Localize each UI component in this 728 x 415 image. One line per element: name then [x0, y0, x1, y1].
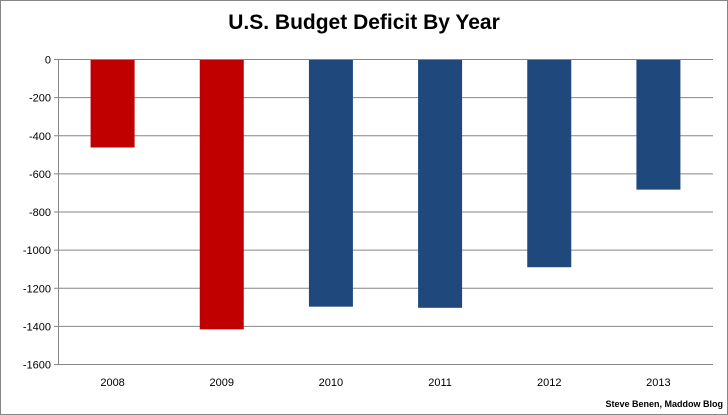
y-tick-label: 0	[45, 55, 51, 67]
credit-text: Steve Benen, Maddow Blog	[605, 399, 723, 409]
bar-2009	[199, 60, 244, 330]
y-tick-label: -600	[29, 169, 51, 181]
y-tick-label: -400	[29, 131, 51, 143]
y-tick-label: -200	[29, 93, 51, 105]
y-tick-label: -800	[29, 207, 51, 219]
x-tick-label: 2013	[646, 377, 670, 389]
x-tick-label: 2010	[319, 377, 343, 389]
y-tick-label: -1000	[23, 245, 51, 257]
x-tick-label: 2011	[428, 377, 452, 389]
bar-2010	[308, 60, 353, 307]
bar-2012	[527, 60, 572, 268]
bar-2013	[636, 60, 681, 190]
chart-title: U.S. Budget Deficit By Year	[228, 11, 500, 34]
y-tick-label: -1600	[23, 360, 51, 372]
bar-2011	[418, 60, 463, 308]
bar-2008	[90, 60, 135, 148]
x-tick-label: 2008	[100, 377, 124, 389]
x-tick-label: 2012	[537, 377, 561, 389]
y-tick-label: -1200	[23, 283, 51, 295]
x-tick-label: 2009	[210, 377, 234, 389]
y-tick-label: -1400	[23, 321, 51, 333]
